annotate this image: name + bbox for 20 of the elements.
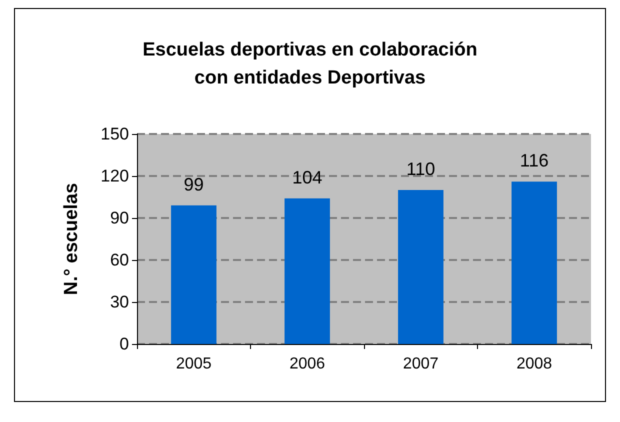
y-tick-label: 120 bbox=[100, 166, 129, 186]
bar bbox=[398, 190, 444, 344]
bar bbox=[284, 198, 330, 344]
data-label: 99 bbox=[184, 174, 204, 194]
chart-title: Escuelas deportivas en colaboración con entidades Deportivas bbox=[142, 40, 478, 88]
y-tick-label: 150 bbox=[100, 124, 129, 144]
y-tick-label: 60 bbox=[110, 250, 129, 270]
y-tick-label: 0 bbox=[120, 334, 129, 354]
y-tick-label: 30 bbox=[110, 292, 129, 312]
x-tick-label: 2008 bbox=[516, 356, 552, 372]
x-tick-label: 2005 bbox=[176, 356, 212, 372]
x-tick-label: 2006 bbox=[289, 356, 326, 372]
bar bbox=[512, 182, 557, 344]
data-label: 104 bbox=[292, 167, 322, 188]
bar bbox=[171, 205, 216, 344]
y-axis-title: N.° escuelas bbox=[61, 182, 82, 296]
data-label: 110 bbox=[406, 159, 436, 179]
x-tick-label: 2007 bbox=[402, 356, 439, 372]
y-tick-label: 90 bbox=[110, 208, 129, 228]
data-label: 116 bbox=[520, 150, 549, 171]
